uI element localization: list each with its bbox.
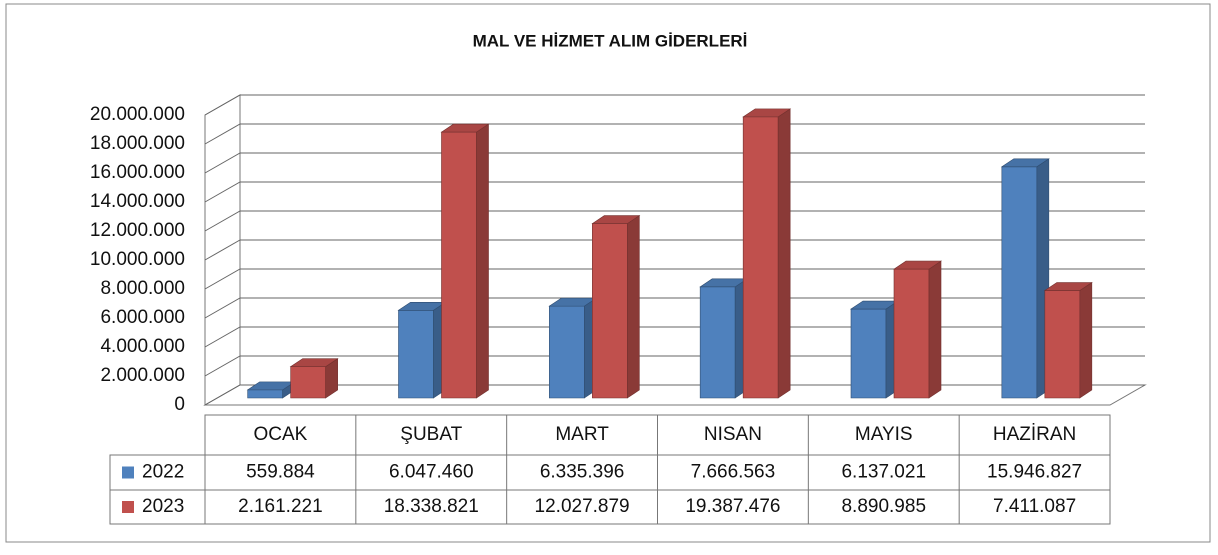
x-tick-label: MAYIS bbox=[855, 424, 913, 445]
chart-title: MAL VE HİZMET ALIM GİDERLERİ bbox=[473, 31, 748, 50]
bar-front bbox=[742, 116, 779, 399]
bar-front bbox=[398, 310, 434, 399]
bar-front bbox=[592, 223, 628, 399]
bar-front bbox=[893, 268, 930, 399]
bar-front bbox=[290, 366, 326, 399]
y-tick-label: 14.000.000 bbox=[90, 191, 185, 212]
bar-top bbox=[893, 260, 942, 270]
bar-side bbox=[627, 215, 640, 399]
bar bbox=[1000, 158, 1050, 399]
grid-line bbox=[204, 326, 1145, 348]
bar-top bbox=[289, 358, 339, 367]
grid-line bbox=[204, 355, 1145, 377]
grid-line bbox=[204, 384, 1145, 406]
grid-line bbox=[204, 210, 1145, 232]
bar bbox=[699, 278, 749, 399]
bar bbox=[742, 108, 792, 399]
data-label: 6.137.021 bbox=[841, 462, 926, 483]
bar-front bbox=[549, 305, 585, 399]
bar-top bbox=[591, 215, 641, 224]
bar bbox=[440, 123, 490, 399]
bar bbox=[591, 215, 641, 399]
legend-label: 2023 bbox=[142, 496, 184, 517]
data-label: 18.338.821 bbox=[384, 496, 479, 517]
bar-front bbox=[1044, 290, 1081, 399]
data-label: 6.047.460 bbox=[389, 462, 474, 483]
grid-line bbox=[204, 239, 1145, 261]
legend-swatch bbox=[122, 501, 134, 513]
bar bbox=[850, 300, 899, 399]
bar bbox=[289, 358, 339, 399]
data-label: 19.387.476 bbox=[685, 496, 780, 517]
bar-front bbox=[699, 286, 736, 399]
y-tick-label: 6.000.000 bbox=[100, 307, 185, 328]
grid-line bbox=[204, 297, 1145, 319]
bar-side bbox=[928, 260, 942, 399]
grid-line bbox=[204, 123, 1145, 145]
y-tick-label: 18.000.000 bbox=[90, 133, 185, 154]
bar-side bbox=[777, 108, 791, 399]
bar-front bbox=[1001, 166, 1038, 399]
x-tick-label: HAZİRAN bbox=[993, 424, 1076, 445]
bar-front bbox=[441, 131, 477, 399]
legend-label: 2022 bbox=[142, 462, 184, 483]
data-label: 6.335.396 bbox=[540, 462, 625, 483]
grid-line bbox=[204, 268, 1145, 290]
bar-front bbox=[850, 308, 887, 399]
y-tick-label: 8.000.000 bbox=[100, 278, 185, 299]
data-label: 7.666.563 bbox=[691, 462, 776, 483]
grid-line bbox=[204, 181, 1145, 203]
bar bbox=[893, 260, 942, 399]
bar-front bbox=[247, 389, 283, 399]
data-label: 15.946.827 bbox=[987, 462, 1082, 483]
data-label: 559.884 bbox=[246, 462, 315, 483]
data-label: 12.027.879 bbox=[535, 496, 630, 517]
x-tick-label: MART bbox=[555, 424, 609, 445]
bar bbox=[548, 297, 598, 399]
x-tick-label: ŞUBAT bbox=[400, 424, 462, 445]
y-tick-label: 20.000.000 bbox=[90, 104, 185, 125]
y-tick-label: 12.000.000 bbox=[90, 220, 185, 241]
x-tick-label: OCAK bbox=[253, 424, 307, 445]
bar bbox=[1043, 281, 1093, 399]
bar-top bbox=[742, 108, 792, 118]
y-tick-label: 10.000.000 bbox=[90, 249, 185, 270]
bar-side bbox=[476, 123, 489, 399]
legend-swatch bbox=[122, 466, 134, 479]
bar-top bbox=[440, 123, 490, 133]
y-tick-label: 16.000.000 bbox=[90, 162, 185, 183]
bar-side bbox=[1079, 281, 1093, 399]
y-tick-label: 4.000.000 bbox=[100, 336, 185, 357]
data-label: 2.161.221 bbox=[238, 496, 323, 517]
bar bbox=[397, 301, 447, 399]
y-tick-label: 2.000.000 bbox=[100, 365, 185, 386]
data-label: 7.411.087 bbox=[993, 496, 1076, 517]
data-label: 8.890.985 bbox=[841, 496, 926, 517]
bar-top bbox=[1043, 282, 1093, 291]
grid-line bbox=[204, 94, 1145, 116]
x-tick-label: NISAN bbox=[704, 424, 762, 445]
grid-line bbox=[204, 152, 1145, 174]
y-tick-label: 0 bbox=[174, 394, 185, 415]
bar-top bbox=[1000, 158, 1050, 168]
